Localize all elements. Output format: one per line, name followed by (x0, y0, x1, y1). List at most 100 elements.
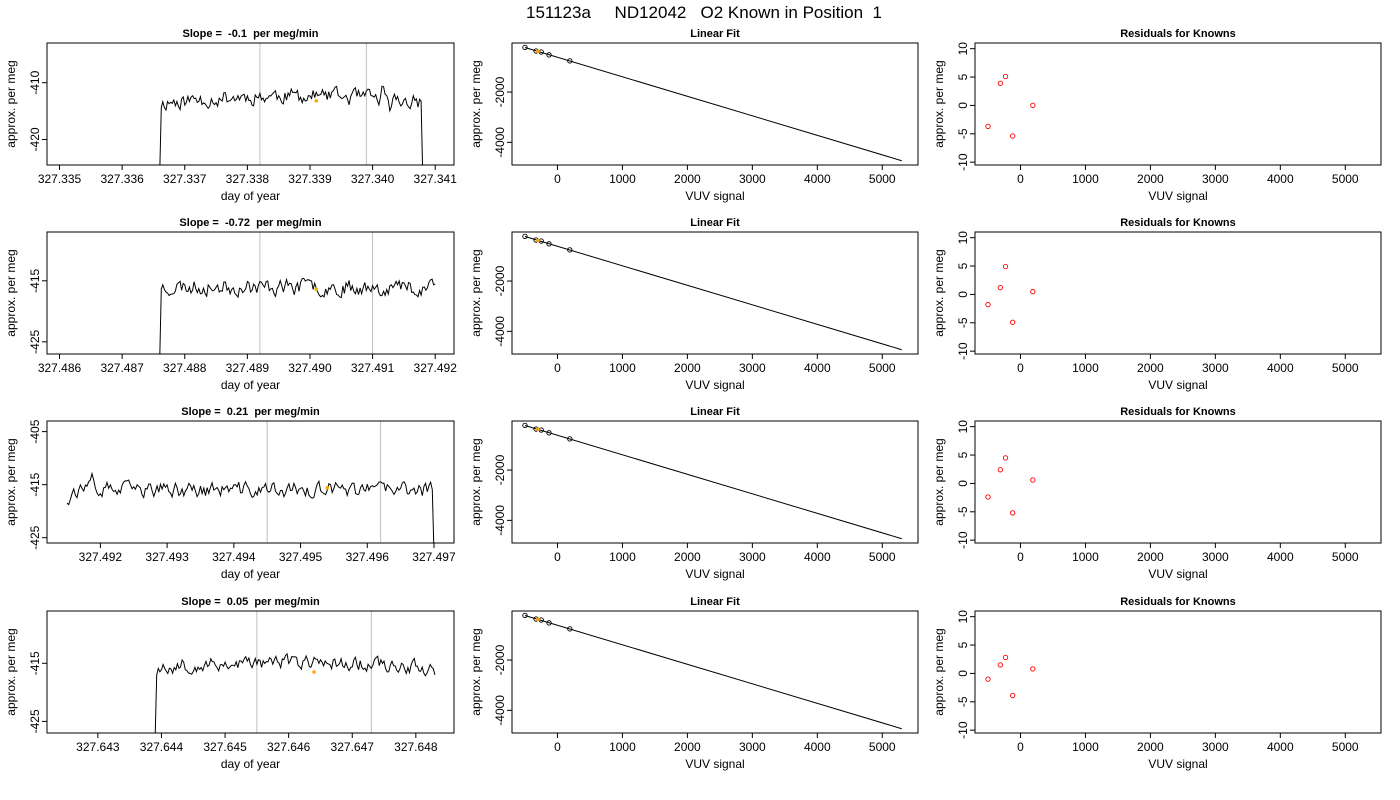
x-tick-label: 0 (554, 740, 561, 754)
y-tick-label: -5 (956, 317, 970, 328)
x-tick-label: 327.648 (394, 740, 438, 754)
panel-title: Linear Fit (690, 596, 740, 608)
x-axis-label: VUV signal (1148, 378, 1207, 392)
data-point (1010, 319, 1016, 325)
data-trace (154, 652, 436, 733)
plot-frame (511, 231, 919, 355)
x-tick-label: 4000 (1267, 550, 1294, 564)
y-tick-label: 5 (956, 451, 970, 458)
data-point (1002, 73, 1009, 80)
highlight-marker (536, 49, 540, 54)
x-tick-label: 4000 (1267, 172, 1294, 186)
panel-title: Slope = 0.21 per meg/min (181, 406, 320, 418)
data-point (1002, 455, 1009, 461)
x-tick-label: 4000 (1267, 740, 1294, 754)
data-point (997, 80, 1003, 86)
x-axis-label: day of year (221, 189, 280, 203)
x-tick-label: 3000 (739, 172, 766, 186)
y-tick-label: 5 (956, 641, 970, 648)
x-tick-label: 327.495 (279, 550, 323, 564)
y-axis-label: approx. per meg (932, 249, 946, 336)
panel-title: Linear Fit (690, 406, 740, 418)
y-tick-label: -4000 (493, 505, 507, 536)
x-tick-label: 1000 (609, 172, 636, 186)
fit-line (524, 47, 902, 162)
x-axis-label: day of year (221, 378, 280, 392)
highlight-marker (312, 670, 316, 674)
data-point (522, 612, 528, 619)
x-tick-label: 3000 (1202, 740, 1229, 754)
x-tick-label: 5000 (869, 740, 896, 754)
plot-area (522, 233, 902, 351)
y-tick-label: -10 (956, 531, 970, 549)
x-tick-label: 327.494 (212, 550, 256, 564)
y-tick-label: -5 (956, 506, 970, 517)
y-tick-label: 10 (956, 42, 970, 56)
y-tick-label: -420 (28, 127, 42, 151)
x-tick-label: 2000 (1137, 740, 1164, 754)
x-tick-label: 2000 (1137, 172, 1164, 186)
data-point (997, 662, 1003, 668)
figure-title: 151123a ND12042 O2 Known in Position 1 (526, 3, 882, 22)
data-point (1030, 666, 1036, 672)
y-tick-label: 0 (956, 480, 970, 487)
x-tick-label: 327.338 (226, 172, 270, 186)
x-tick-label: 4000 (804, 172, 831, 186)
x-axis-label: VUV signal (685, 567, 744, 581)
panel-3-2: Residuals for Knowns 0 1000 2000 3000 4000 500… (932, 596, 1382, 771)
x-tick-label: 327.335 (38, 172, 82, 186)
x-tick-label: 0 (554, 172, 561, 186)
x-axis-label: VUV signal (1148, 189, 1207, 203)
x-tick-label: 327.497 (412, 550, 456, 564)
x-axis-label: VUV signal (685, 757, 744, 771)
x-tick-label: 327.492 (414, 361, 458, 375)
y-tick-label: 10 (956, 610, 970, 624)
x-tick-label: 327.646 (267, 740, 311, 754)
panel-1-1: Linear Fit 0 1000 2000 3000 4000 5000 -2000 -400… (469, 217, 919, 392)
y-tick-label: -10 (956, 153, 970, 171)
x-tick-label: 1000 (1072, 172, 1099, 186)
y-axis-label: approx. per meg (469, 60, 483, 147)
plot-frame (46, 610, 455, 734)
plot-area (522, 612, 902, 730)
data-trace (159, 277, 436, 354)
data-point (985, 494, 991, 500)
x-tick-label: 327.492 (79, 550, 123, 564)
plot-area (522, 422, 902, 540)
x-tick-label: 0 (1017, 550, 1024, 564)
y-axis-label: approx. per meg (932, 438, 946, 525)
panel-title: Residuals for Knowns (1120, 596, 1236, 608)
y-axis-label: approx. per meg (4, 249, 18, 336)
plot-area (159, 43, 424, 165)
fit-line (524, 615, 902, 730)
plot-frame (511, 420, 919, 544)
x-tick-label: 5000 (869, 172, 896, 186)
data-point (1030, 102, 1036, 109)
y-axis-label: approx. per meg (4, 438, 18, 525)
x-tick-label: 1000 (1072, 550, 1099, 564)
data-point (997, 467, 1003, 473)
y-tick-label: -10 (956, 342, 970, 360)
y-tick-label: 10 (956, 420, 970, 434)
plot-area (985, 654, 1036, 699)
y-tick-label: -2000 (493, 644, 507, 675)
plot-frame (46, 42, 455, 166)
x-tick-label: 0 (1017, 172, 1024, 186)
y-tick-label: 0 (956, 291, 970, 298)
highlight-marker (314, 287, 319, 292)
y-axis-label: approx. per meg (469, 628, 483, 715)
x-tick-label: 1000 (609, 550, 636, 564)
x-tick-label: 327.490 (288, 361, 332, 375)
data-point (567, 58, 573, 64)
panel-0-2: Residuals for Knowns 0 1000 2000 3000 4000 500… (932, 28, 1382, 203)
panel-3-1: Linear Fit 0 1000 2000 3000 4000 5000 -2000 -400… (469, 596, 919, 771)
y-tick-label: -415 (28, 472, 42, 496)
plot-frame (46, 420, 455, 544)
y-axis-label: approx. per meg (932, 60, 946, 147)
y-axis-label: approx. per meg (932, 628, 946, 715)
x-tick-label: 327.487 (100, 361, 144, 375)
data-point (1010, 510, 1016, 516)
data-trace (159, 85, 424, 165)
highlight-marker (536, 238, 540, 243)
panel-3-0: Slope = 0.05 per meg/min 327.643 327.644 32… (4, 596, 455, 771)
